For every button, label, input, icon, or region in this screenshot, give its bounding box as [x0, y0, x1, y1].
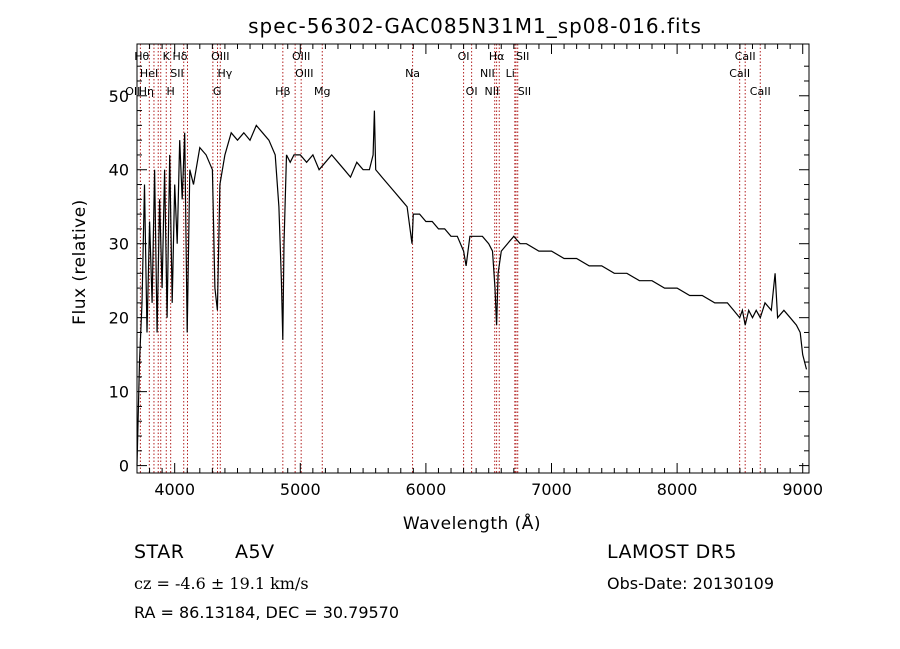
- x-tick-label: 5000: [280, 480, 321, 499]
- line-label-24: SII: [518, 85, 531, 98]
- y-tick-label: 30: [109, 235, 129, 254]
- line-label-15: Mg: [314, 85, 330, 98]
- x-tick-label: 9000: [782, 480, 823, 499]
- redshift-cz: cz = -4.6 ± 19.1 km/s: [134, 574, 309, 593]
- y-tick-label: 0: [119, 457, 129, 476]
- spectrum-series-line: [136, 110, 808, 466]
- line-label-3: HeI: [140, 67, 158, 80]
- line-label-13: OIII: [295, 67, 313, 80]
- emission-line-markers: [139, 44, 761, 473]
- emission-line-labels: OIIHθHηHeIKHSIIHδGHγOIIIHβOIIIOIIIMgNaOI…: [125, 50, 770, 98]
- x-tick-label: 4000: [154, 480, 195, 499]
- line-label-7: SII: [170, 67, 183, 80]
- line-label-14: OIII: [292, 50, 310, 63]
- line-label-27: CaII: [750, 85, 771, 98]
- plot-frame: [136, 43, 810, 474]
- y-tick-label: 40: [109, 161, 129, 180]
- line-label-23: SII: [516, 50, 529, 63]
- x-tick-label: 7000: [531, 480, 572, 499]
- object-type: STAR: [134, 541, 185, 563]
- line-label-11: OIII: [211, 50, 229, 63]
- x-tick-label: 8000: [657, 480, 698, 499]
- y-axis-label: Flux (relative): [70, 199, 90, 325]
- line-label-26: CaII: [735, 50, 756, 63]
- y-axis-ticks: 0 10 20 30 40 50: [109, 65, 809, 476]
- line-label-17: OI: [458, 50, 470, 63]
- line-label-12: Hβ: [275, 85, 290, 98]
- line-label-16: Na: [405, 67, 420, 80]
- x-axis-ticks: 4000 5000 6000 7000 8000 9000: [136, 44, 823, 499]
- observation-date: Obs-Date: 20130109: [607, 574, 775, 593]
- line-label-5: K: [163, 50, 171, 63]
- line-label-18: OI: [466, 85, 478, 98]
- y-tick-label: 50: [109, 87, 129, 106]
- line-label-22: Li: [506, 67, 515, 80]
- ra-dec-coordinates: RA = 86.13184, DEC = 30.79570: [134, 603, 400, 622]
- line-label-20: Hα: [489, 50, 505, 63]
- line-label-1: Hθ: [134, 50, 149, 63]
- line-label-2: Hη: [139, 85, 154, 98]
- object-subclass: A5V: [235, 541, 275, 563]
- y-tick-label: 20: [109, 309, 129, 328]
- chart-title: spec-56302-GAC085N31M1_sp08-016.fits: [248, 14, 702, 38]
- y-tick-label: 10: [109, 383, 129, 402]
- line-label-19: NII: [480, 67, 495, 80]
- line-label-6: H: [167, 85, 175, 98]
- line-label-10: Hγ: [218, 67, 233, 80]
- x-tick-label: 6000: [406, 480, 447, 499]
- line-label-9: G: [213, 85, 222, 98]
- line-label-25: CaII: [729, 67, 750, 80]
- survey-name: LAMOST DR5: [607, 541, 737, 563]
- line-label-21: NII: [485, 85, 500, 98]
- line-label-8: Hδ: [172, 50, 187, 63]
- x-axis-label: Wavelength (Å): [403, 512, 541, 534]
